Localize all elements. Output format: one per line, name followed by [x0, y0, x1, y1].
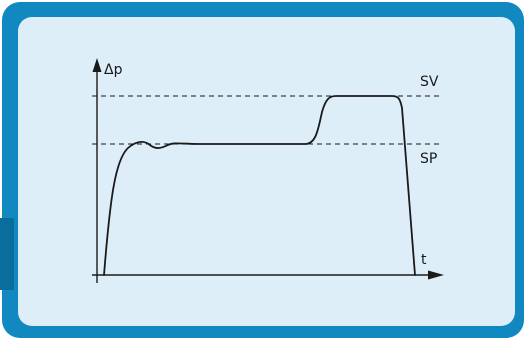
- y-axis-arrowhead: [92, 58, 102, 72]
- x-axis-label: t: [421, 252, 427, 268]
- sp-label: SP: [420, 151, 438, 167]
- x-axis-arrowhead: [428, 270, 444, 280]
- pressure-curve: [103, 95, 416, 276]
- y-axis-label: Δp: [104, 62, 123, 78]
- sv-label: SV: [420, 74, 439, 90]
- inner-panel: [18, 17, 515, 326]
- frame-notch: [0, 218, 14, 290]
